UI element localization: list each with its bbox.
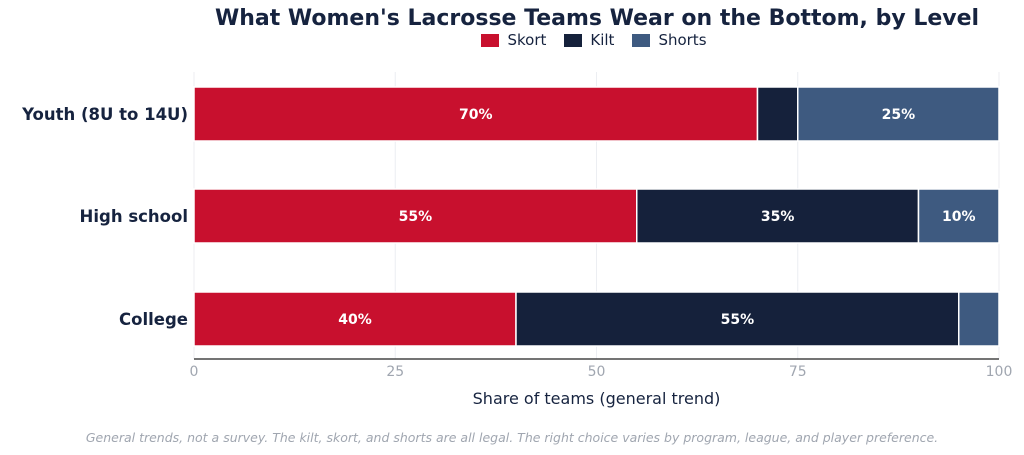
legend-label: Kilt — [590, 31, 615, 49]
legend-label: Skort — [507, 31, 547, 49]
data-label: 25% — [882, 107, 916, 123]
legend-item-skort: Skort — [481, 31, 546, 49]
data-label: 55% — [399, 209, 433, 225]
x-tick-label: 25 — [386, 364, 404, 380]
x-tick-label: 0 — [190, 364, 199, 380]
legend: Skort Kilt Shorts — [0, 31, 1024, 49]
legend-swatch — [564, 33, 583, 47]
footnote: General trends, not a survey. The kilt, … — [85, 430, 939, 445]
x-axis-title: Share of teams (general trend) — [473, 389, 721, 408]
data-label: 55% — [721, 312, 755, 328]
data-label: 70% — [459, 107, 493, 123]
data-label: 35% — [761, 209, 795, 225]
legend-label: Shorts — [658, 31, 707, 49]
y-category-label: Youth (8U to 14U) — [21, 105, 188, 124]
legend-swatch — [632, 33, 651, 47]
x-tick-label: 100 — [986, 364, 1013, 380]
bar-kilt — [636, 188, 920, 244]
bar-skort — [193, 291, 517, 347]
data-label: 10% — [942, 209, 976, 225]
y-category-label: High school — [80, 207, 188, 226]
legend-item-kilt: Kilt — [564, 31, 614, 49]
y-category-label: College — [119, 310, 188, 329]
bar-shorts — [797, 86, 1000, 142]
x-tick-label: 50 — [588, 364, 606, 380]
data-label: 40% — [338, 312, 372, 328]
bar-skort — [193, 188, 638, 244]
legend-swatch — [481, 33, 500, 47]
bar-shorts — [958, 291, 1000, 347]
x-tick-label: 75 — [789, 364, 807, 380]
bar-shorts — [917, 188, 1000, 244]
bar-skort — [193, 86, 759, 142]
legend-item-shorts: Shorts — [632, 31, 707, 49]
bar-kilt — [756, 86, 799, 142]
chart-title: What Women's Lacrosse Teams Wear on the … — [214, 6, 980, 31]
